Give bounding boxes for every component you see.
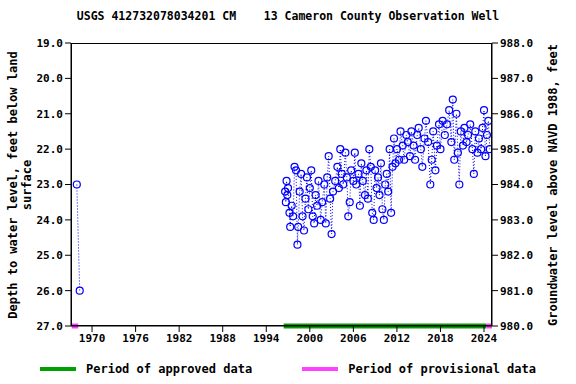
svg-text:1970: 1970 xyxy=(79,332,106,345)
svg-text:2006: 2006 xyxy=(340,332,367,345)
svg-text:22.0: 22.0 xyxy=(37,143,64,156)
svg-text:25.0: 25.0 xyxy=(37,249,64,262)
svg-text:981.0: 981.0 xyxy=(500,285,533,298)
svg-text:1976: 1976 xyxy=(122,332,149,345)
html-text:Period of approved data: Period of approved data xyxy=(86,362,253,376)
svg-text:980.0: 980.0 xyxy=(500,320,533,333)
svg-text:986.0: 986.0 xyxy=(500,108,533,121)
svg-text:2018: 2018 xyxy=(427,332,454,345)
html-text:Depth to water level, feet bel: Depth to water level, feet below land su… xyxy=(6,51,34,319)
svg-text:23.0: 23.0 xyxy=(37,178,64,191)
svg-text:983.0: 983.0 xyxy=(500,214,533,227)
svg-text:2024: 2024 xyxy=(471,332,498,345)
svg-text:984.0: 984.0 xyxy=(500,178,533,191)
svg-text:1988: 1988 xyxy=(209,332,236,345)
svg-text:982.0: 982.0 xyxy=(500,249,533,262)
svg-text:24.0: 24.0 xyxy=(37,214,64,227)
svg-text:1982: 1982 xyxy=(166,332,193,345)
svg-text:26.0: 26.0 xyxy=(37,285,64,298)
svg-text:2000: 2000 xyxy=(297,332,324,345)
svg-text:1994: 1994 xyxy=(253,332,280,345)
svg-text:27.0: 27.0 xyxy=(37,320,64,333)
html-text:Period of provisional data: Period of provisional data xyxy=(348,362,536,376)
svg-text:19.0: 19.0 xyxy=(37,37,64,50)
svg-text:987.0: 987.0 xyxy=(500,72,533,85)
svg-text:21.0: 21.0 xyxy=(37,108,64,121)
svg-text:988.0: 988.0 xyxy=(500,37,533,50)
html-text:USGS 412732078034201 CM 13 Cam: USGS 412732078034201 CM 13 Cameron Count… xyxy=(76,9,500,23)
html-text:Groundwater level above NAVD 1: Groundwater level above NAVD 1988, feet xyxy=(546,44,560,326)
svg-text:2012: 2012 xyxy=(384,332,411,345)
svg-text:985.0: 985.0 xyxy=(500,143,533,156)
svg-text:20.0: 20.0 xyxy=(37,72,64,85)
